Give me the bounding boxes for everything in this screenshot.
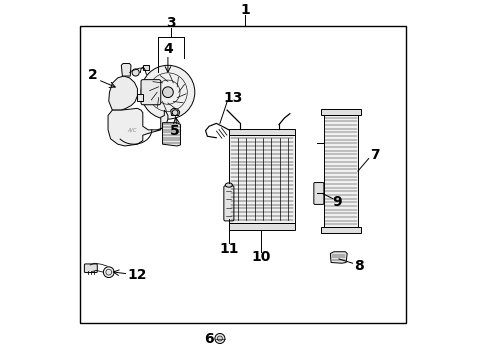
Text: 13: 13 [224,91,243,104]
Text: A/C: A/C [127,127,137,132]
Circle shape [163,87,173,98]
Bar [321,227,361,233]
FancyBboxPatch shape [84,264,98,273]
Text: 2: 2 [88,68,98,82]
Text: 12: 12 [128,268,147,282]
Ellipse shape [225,183,232,187]
Circle shape [215,333,225,343]
Bar [143,65,149,69]
Polygon shape [330,252,347,263]
Polygon shape [171,108,180,116]
Polygon shape [137,94,143,101]
Text: 8: 8 [354,259,364,273]
Circle shape [218,336,222,341]
Text: 5: 5 [170,123,180,138]
Text: 10: 10 [251,250,271,264]
Bar [229,223,295,230]
Text: 6: 6 [204,332,214,346]
Circle shape [141,65,195,119]
Bar [229,129,295,135]
Polygon shape [108,108,168,146]
Text: 1: 1 [240,3,250,17]
Bar [229,135,295,223]
Bar [321,109,361,116]
Polygon shape [163,123,180,146]
Polygon shape [122,63,131,76]
Text: 7: 7 [370,148,380,162]
Text: 4: 4 [163,42,173,56]
Text: 3: 3 [166,16,176,30]
Text: 11: 11 [219,242,239,256]
FancyBboxPatch shape [224,186,234,221]
Polygon shape [109,76,137,110]
FancyBboxPatch shape [141,80,161,105]
Circle shape [132,69,139,76]
Circle shape [103,267,114,278]
Circle shape [172,110,178,116]
FancyBboxPatch shape [314,183,324,204]
Text: 9: 9 [333,194,343,208]
Bar [80,26,406,323]
Bar [324,116,358,227]
